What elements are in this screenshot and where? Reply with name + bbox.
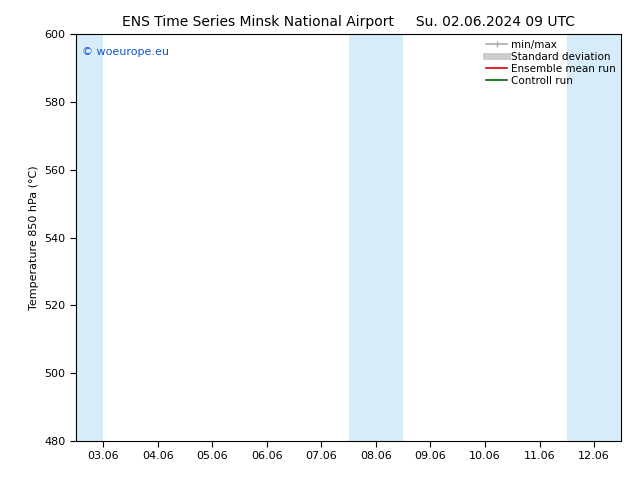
Legend: min/max, Standard deviation, Ensemble mean run, Controll run: min/max, Standard deviation, Ensemble me… xyxy=(486,40,616,86)
Text: © woeurope.eu: © woeurope.eu xyxy=(82,47,169,56)
Bar xyxy=(76,34,103,441)
Bar xyxy=(376,34,403,441)
Bar xyxy=(567,34,594,441)
Y-axis label: Temperature 850 hPa (°C): Temperature 850 hPa (°C) xyxy=(29,165,39,310)
Bar xyxy=(594,34,621,441)
Bar xyxy=(349,34,376,441)
Title: ENS Time Series Minsk National Airport     Su. 02.06.2024 09 UTC: ENS Time Series Minsk National Airport S… xyxy=(122,15,575,29)
